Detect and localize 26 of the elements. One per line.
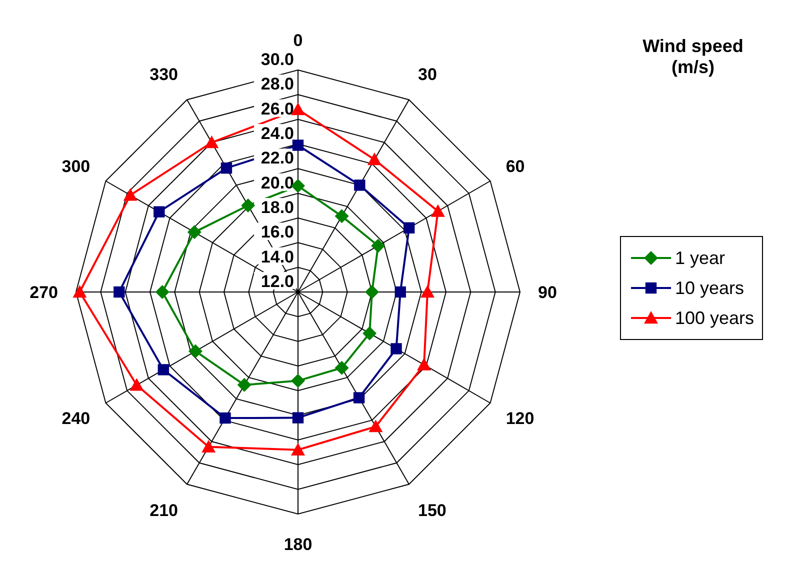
legend-label: 10 years bbox=[675, 278, 744, 298]
spoke-label: 60 bbox=[506, 157, 525, 176]
spoke-label: 210 bbox=[150, 501, 178, 520]
spoke-label: 300 bbox=[62, 157, 90, 176]
spoke-label: 150 bbox=[418, 501, 446, 520]
spoke-label: 330 bbox=[150, 64, 178, 84]
y-tick-label: 30.0 bbox=[260, 50, 294, 69]
y-tick-label: 18.0 bbox=[260, 198, 294, 217]
spoke-label: 180 bbox=[284, 535, 312, 554]
y-tick-label: 26.0 bbox=[260, 99, 294, 118]
spoke-label: 120 bbox=[506, 409, 534, 428]
y-tick-label: 12.0 bbox=[260, 272, 294, 291]
spoke-label: 270 bbox=[30, 283, 58, 302]
y-tick-label: 22.0 bbox=[260, 148, 294, 168]
y-tick-label: 20.0 bbox=[260, 173, 294, 192]
spoke-label: 0 bbox=[293, 31, 303, 50]
legend-label: 1 year bbox=[675, 248, 726, 268]
spoke-label: 90 bbox=[538, 283, 557, 302]
y-tick-label: 16.0 bbox=[260, 222, 294, 242]
y-tick-label: 14.0 bbox=[260, 247, 294, 266]
legend-label: 100 years bbox=[675, 308, 754, 328]
text: Wind speed (m/s) bbox=[642, 36, 744, 78]
spoke-label: 240 bbox=[62, 409, 90, 428]
y-tick-label: 24.0 bbox=[260, 124, 294, 143]
spoke-label: 30 bbox=[418, 64, 437, 84]
y-tick-label: 28.0 bbox=[260, 74, 294, 94]
